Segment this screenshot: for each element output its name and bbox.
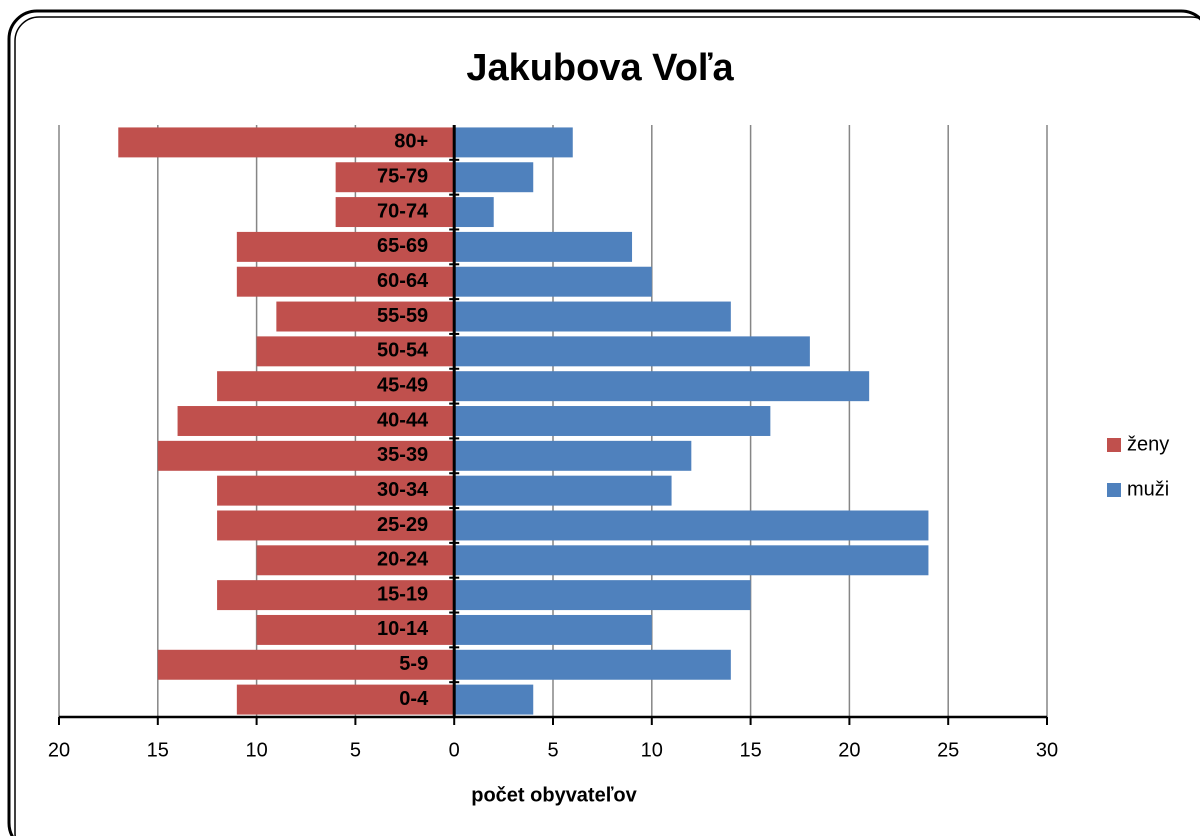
bar <box>454 127 573 158</box>
bar <box>454 684 534 715</box>
bar <box>454 336 810 367</box>
bar <box>454 197 494 228</box>
bar <box>157 440 455 471</box>
y-tick-label: 5-9 <box>399 653 428 675</box>
x-tick-label: 5 <box>350 739 361 761</box>
x-tick-label: 15 <box>739 739 761 761</box>
x-tick-label: 0 <box>449 739 460 761</box>
y-tick-label: 50-54 <box>377 340 429 362</box>
bar <box>454 162 534 193</box>
bar <box>454 440 692 471</box>
legend-swatch <box>1107 483 1121 497</box>
y-tick-label: 20-24 <box>377 549 429 571</box>
bar <box>454 266 652 297</box>
y-tick-label: 15-19 <box>377 583 428 605</box>
bar <box>454 231 633 262</box>
bar <box>335 162 455 193</box>
y-tick-label: 55-59 <box>377 305 428 327</box>
bar <box>454 545 929 576</box>
bar <box>236 266 455 297</box>
bar <box>454 510 929 541</box>
y-tick-label: 45-49 <box>377 374 428 396</box>
y-tick-label: 0-4 <box>399 688 429 710</box>
bar <box>454 649 731 680</box>
bar <box>454 371 870 402</box>
bar <box>454 301 731 332</box>
bar <box>454 475 672 506</box>
bar <box>217 371 455 402</box>
bar <box>256 336 455 367</box>
y-tick-label: 10-14 <box>377 618 429 640</box>
y-tick-label: 75-79 <box>377 166 428 188</box>
x-tick-label: 10 <box>641 739 663 761</box>
x-tick-label: 15 <box>147 739 169 761</box>
bar <box>454 614 652 645</box>
bar <box>217 510 455 541</box>
x-tick-label: 20 <box>838 739 860 761</box>
y-tick-label: 70-74 <box>377 200 429 222</box>
x-tick-label: 20 <box>48 739 70 761</box>
chart-title: Jakubova Voľa <box>466 47 734 89</box>
y-tick-label: 60-64 <box>377 270 429 292</box>
x-axis-label: počet obyvateľov <box>471 784 637 806</box>
y-tick-label: 80+ <box>394 131 428 153</box>
x-tick-label: 25 <box>937 739 959 761</box>
bar <box>236 231 455 262</box>
bar <box>236 684 455 715</box>
bar <box>454 406 771 436</box>
bar <box>335 197 455 228</box>
bar <box>454 580 751 611</box>
x-tick-label: 10 <box>245 739 267 761</box>
bar <box>256 545 455 576</box>
x-tick-label: 30 <box>1036 739 1058 761</box>
bar <box>118 127 455 158</box>
legend-swatch <box>1107 438 1121 452</box>
legend-label: ženy <box>1127 433 1169 455</box>
y-tick-label: 35-39 <box>377 444 428 466</box>
bar <box>217 580 455 611</box>
bar <box>256 614 455 645</box>
bar <box>177 406 455 436</box>
y-tick-label: 40-44 <box>377 409 429 431</box>
y-tick-label: 65-69 <box>377 235 428 257</box>
y-tick-label: 30-34 <box>377 479 429 501</box>
x-tick-label: 5 <box>547 739 558 761</box>
y-tick-label: 25-29 <box>377 514 428 536</box>
bar <box>276 301 455 332</box>
chart-frame-inner <box>14 16 1200 836</box>
bar <box>157 649 455 680</box>
bar <box>217 475 455 506</box>
legend-label: muži <box>1127 478 1169 500</box>
